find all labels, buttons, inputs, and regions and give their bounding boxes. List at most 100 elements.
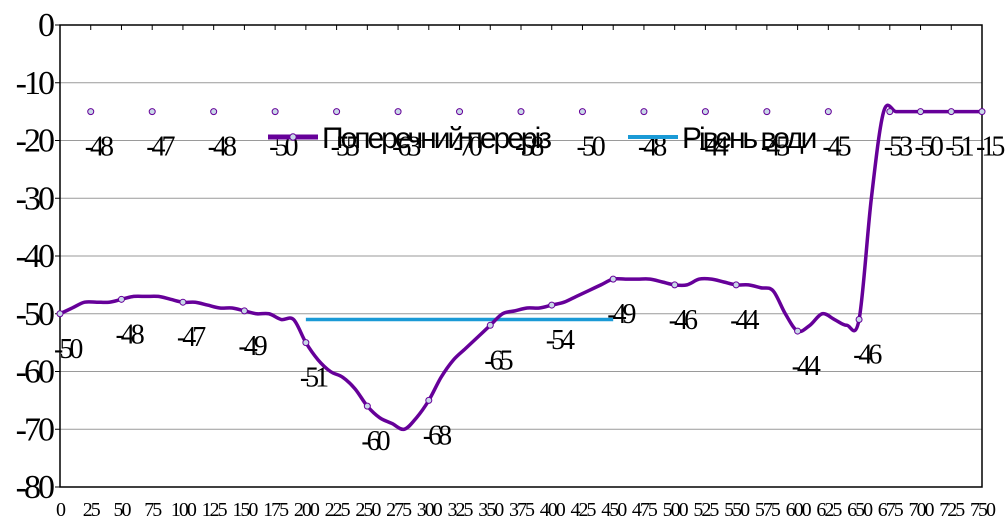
data-point — [640, 108, 648, 116]
x-tick-label: 475 — [632, 499, 658, 521]
data-point — [824, 108, 832, 116]
series-group — [56, 103, 986, 432]
data-point — [425, 396, 433, 404]
x-tick-label: 225 — [325, 499, 351, 521]
data-label: -54 — [546, 325, 575, 356]
legend-label-water-level: Рівень води — [682, 122, 816, 155]
legend-label-cross-section: Поперечний переріз — [322, 122, 551, 155]
x-tick-label: 625 — [816, 499, 842, 521]
data-point — [210, 108, 218, 116]
data-point — [548, 301, 556, 309]
y-tick-label: -60 — [16, 354, 54, 391]
x-tick-label: 600 — [786, 499, 812, 521]
x-tick-label: 75 — [144, 499, 162, 521]
data-label: -48 — [208, 132, 236, 163]
x-tick-label: 150 — [232, 499, 258, 521]
data-label: -15 — [976, 132, 1004, 163]
y-tick-label: -30 — [16, 180, 54, 217]
data-label: -50 — [576, 132, 604, 163]
data-point — [947, 108, 955, 116]
x-tick-label: 25 — [83, 499, 101, 521]
data-point — [671, 281, 679, 289]
x-tick-label: 175 — [263, 499, 289, 521]
x-tick-label: 425 — [570, 499, 596, 521]
y-tick-label: 0 — [38, 7, 54, 44]
data-label: -49 — [238, 331, 266, 362]
x-tick-label: 325 — [448, 499, 474, 521]
data-point — [271, 108, 279, 116]
series-cross-section — [59, 103, 982, 432]
x-tick-label: 100 — [171, 499, 197, 521]
x-tick-label: 250 — [355, 499, 381, 521]
legend: Поперечний переріз Рівень води — [268, 122, 819, 155]
data-point — [794, 327, 802, 335]
x-tick-label: 125 — [202, 499, 228, 521]
y-tick-label: -70 — [16, 411, 54, 448]
data-point — [117, 295, 125, 303]
data-label: -47 — [177, 322, 206, 353]
data-label: -48 — [85, 132, 113, 163]
data-point — [855, 316, 863, 324]
x-axis-ticks: 0 25 50 75 100 125 150 175 200 225 250 275 300 325 350… — [56, 25, 998, 521]
data-point — [701, 108, 709, 116]
x-tick-label: 400 — [540, 499, 566, 521]
data-label: -53 — [884, 132, 912, 163]
y-axis-ticks: 0 -10 -20 -30 -40 -50 -60 -70 -80 — [16, 7, 60, 506]
x-tick-label: 675 — [878, 499, 904, 521]
data-label: -50 — [54, 334, 82, 365]
data-point — [978, 108, 986, 116]
data-point — [917, 108, 925, 116]
data-label: -45 — [822, 132, 850, 163]
data-label: -51 — [945, 132, 973, 163]
data-point — [302, 339, 310, 347]
y-tick-label: -50 — [16, 296, 54, 333]
x-tick-label: 500 — [663, 499, 689, 521]
data-point — [763, 108, 771, 116]
x-tick-label: 725 — [939, 499, 965, 521]
data-label: -47 — [146, 132, 175, 163]
data-point — [240, 307, 248, 315]
data-label: -46 — [853, 340, 882, 371]
data-label: -68 — [423, 420, 451, 451]
data-label: -46 — [669, 305, 698, 336]
x-tick-label: 200 — [294, 499, 320, 521]
data-label: -44 — [792, 351, 821, 382]
data-point — [333, 108, 341, 116]
data-point — [517, 108, 525, 116]
data-point — [732, 281, 740, 289]
gridlines — [60, 24, 982, 488]
data-label: -44 — [730, 305, 759, 336]
data-point — [486, 321, 494, 329]
data-label: -51 — [300, 363, 328, 394]
x-tick-label: 300 — [417, 499, 443, 521]
y-tick-label: -40 — [16, 238, 54, 275]
y-tick-label: -80 — [16, 469, 54, 506]
data-point — [886, 108, 894, 116]
data-point — [179, 298, 187, 306]
data-point — [56, 310, 64, 318]
x-tick-label: 650 — [847, 499, 873, 521]
x-tick-label: 350 — [478, 499, 504, 521]
x-tick-label: 575 — [755, 499, 781, 521]
data-point — [87, 108, 95, 116]
data-label: -65 — [484, 345, 512, 376]
data-point — [578, 108, 586, 116]
y-tick-label: -20 — [16, 123, 54, 160]
legend-marker-cross-section — [289, 133, 297, 141]
x-tick-label: 0 — [56, 499, 66, 521]
data-point — [394, 108, 402, 116]
data-label: -60 — [361, 426, 389, 457]
data-label: -49 — [607, 299, 635, 330]
x-tick-label: 275 — [386, 499, 412, 521]
data-label: -50 — [915, 132, 943, 163]
data-point — [148, 108, 156, 116]
x-tick-label: 750 — [970, 499, 996, 521]
data-point — [456, 108, 464, 116]
x-tick-label: 550 — [724, 499, 750, 521]
x-tick-label: 525 — [693, 499, 719, 521]
x-tick-label: 50 — [113, 499, 131, 521]
y-tick-label: -10 — [16, 65, 54, 102]
x-tick-label: 700 — [909, 499, 935, 521]
data-point — [363, 402, 371, 410]
